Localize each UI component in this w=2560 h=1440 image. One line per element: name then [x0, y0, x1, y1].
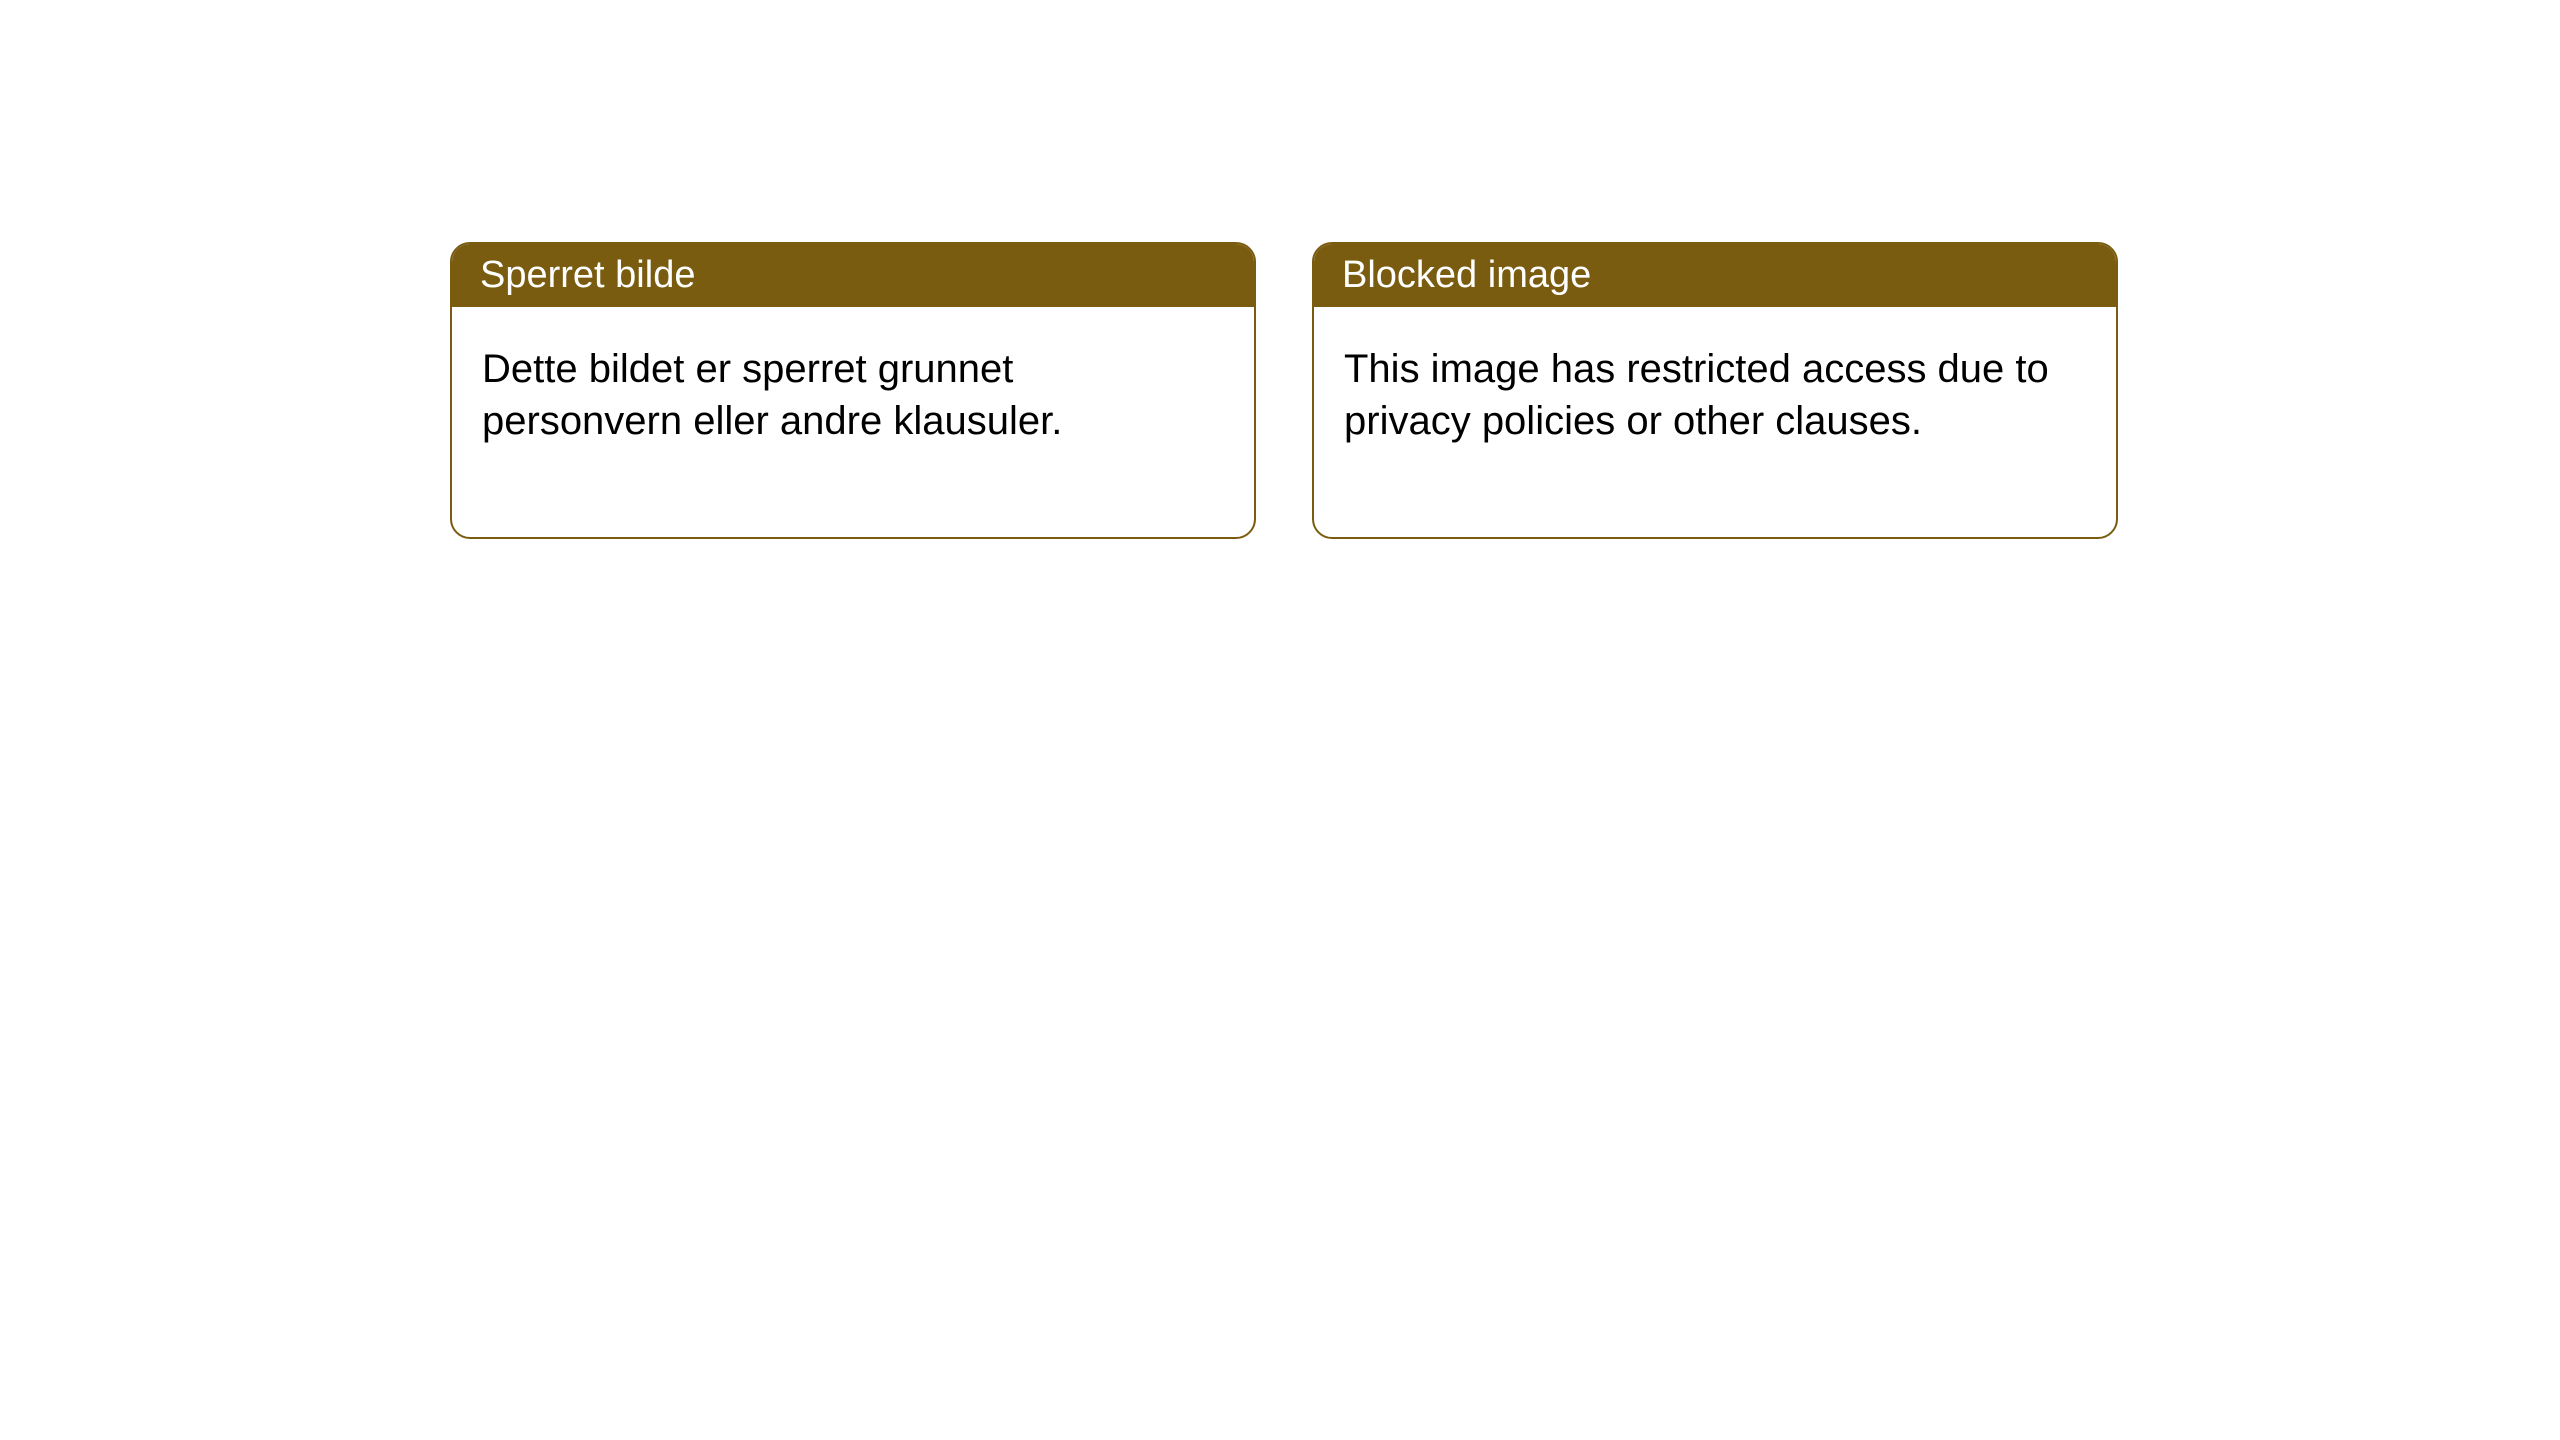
notice-card-norwegian: Sperret bilde Dette bildet er sperret gr… [450, 242, 1256, 539]
notices-container: Sperret bilde Dette bildet er sperret gr… [0, 0, 2560, 539]
notice-card-english: Blocked image This image has restricted … [1312, 242, 2118, 539]
notice-header: Blocked image [1314, 244, 2116, 307]
notice-header: Sperret bilde [452, 244, 1254, 307]
notice-body: Dette bildet er sperret grunnet personve… [452, 307, 1254, 537]
notice-body: This image has restricted access due to … [1314, 307, 2116, 537]
